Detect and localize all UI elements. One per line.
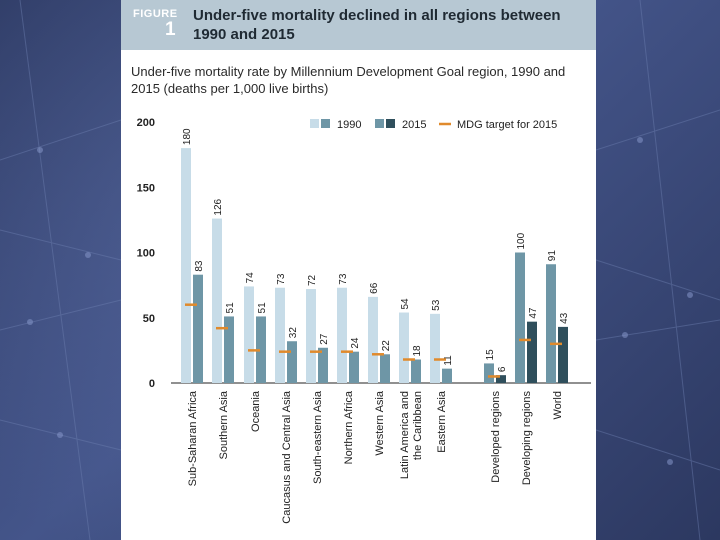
x-category-label-line: Eastern Asia [436, 390, 448, 453]
data-label-1990: 73 [338, 273, 349, 285]
x-category-label: Northern Africa [343, 390, 355, 464]
figure-banner: FIGURE 1 Under-five mortality declined i… [121, 0, 596, 50]
data-label-2015: 47 [528, 307, 539, 319]
bar-1990 [546, 264, 556, 383]
data-label-2015: 32 [288, 327, 299, 339]
chart-subtitle: Under-five mortality rate by Millennium … [131, 64, 566, 96]
bar-2015 [287, 341, 297, 383]
bar-1990 [306, 289, 316, 383]
bar-1990 [337, 287, 347, 383]
bar-2015 [256, 316, 266, 383]
x-category-label: World [552, 391, 564, 420]
x-category-label: Caucasus and Central Asia [281, 390, 293, 524]
y-tick-label: 200 [137, 117, 155, 129]
bar-2015 [380, 354, 390, 383]
data-label-2015: 18 [412, 345, 423, 357]
bar-1990 [181, 148, 191, 383]
legend-label-target: MDG target for 2015 [457, 119, 557, 131]
x-category-label-line: Sub-Saharan Africa [187, 390, 199, 486]
x-category-label: South-eastern Asia [312, 390, 324, 484]
data-label-1990: 66 [369, 282, 380, 294]
data-label-1990: 53 [431, 299, 442, 311]
bar-2015 [411, 359, 421, 383]
data-label-2015: 51 [257, 302, 268, 314]
y-tick-label: 100 [137, 248, 155, 260]
figure-title: Under-five mortality declined in all reg… [193, 7, 561, 43]
x-category-label: Developing regions [521, 391, 533, 486]
bar-1990 [515, 252, 525, 383]
figure-number: 1 [165, 19, 176, 40]
x-category-label: Developed regions [490, 391, 502, 483]
bar-2015 [527, 321, 537, 383]
data-label-1990: 54 [400, 298, 411, 310]
data-label-1990: 74 [245, 272, 256, 284]
bar-1990 [399, 312, 409, 383]
data-label-2015: 43 [559, 312, 570, 324]
bar-2015 [558, 326, 568, 383]
data-label-2015: 11 [443, 355, 454, 366]
bar-2015 [349, 351, 359, 383]
data-label-1990: 73 [276, 273, 287, 285]
x-category-label: Western Asia [374, 390, 386, 455]
x-category-label-line: Latin America and [399, 391, 411, 479]
x-category-label: Sub-Saharan Africa [187, 390, 199, 486]
x-category-label-line: Western Asia [374, 390, 386, 455]
x-category-label-line: Southern Asia [218, 390, 230, 459]
data-label-1990: 15 [485, 349, 496, 361]
data-label-2015: 6 [497, 366, 508, 372]
x-category-label-line: Oceania [250, 390, 262, 432]
x-category-label-line: the Caribbean [412, 391, 424, 460]
figure-card: FIGURE 1 Under-five mortality declined i… [121, 0, 596, 540]
x-category-label-line: Caucasus and Central Asia [281, 390, 293, 524]
data-label-1990: 91 [547, 250, 558, 262]
x-category-label: Southern Asia [218, 390, 230, 459]
bar-chart: 0 50 100 150 200 180 83 Sub-Saharan Africa 126 51… [137, 117, 591, 524]
x-category-label-line: World [552, 391, 564, 420]
data-label-1990: 72 [307, 274, 318, 286]
bar-1990 [212, 218, 222, 383]
legend-label-1990: 1990 [337, 119, 361, 131]
data-label-2015: 27 [319, 333, 330, 345]
legend-label-2015: 2015 [402, 119, 426, 131]
y-tick-label: 150 [137, 182, 155, 194]
legend-swatch-1990 [310, 119, 319, 128]
x-category-label: Eastern Asia [436, 390, 448, 453]
x-category-label-line: Developed regions [490, 391, 502, 483]
bar-1990 [244, 286, 254, 383]
data-label-2015: 22 [381, 340, 392, 352]
x-category-label: Oceania [250, 390, 262, 432]
data-label-2015: 51 [225, 302, 236, 314]
y-tick-label: 0 [149, 378, 155, 390]
x-category-label-line: Northern Africa [343, 390, 355, 464]
data-label-1990: 126 [213, 198, 224, 215]
bar-2015 [496, 375, 506, 383]
data-label-1990: 100 [516, 232, 527, 249]
legend-swatch-2015 [375, 119, 384, 128]
bar-1990 [484, 363, 494, 383]
y-tick-label: 50 [143, 313, 155, 325]
legend-swatch-1990-aggregate [321, 119, 330, 128]
data-label-1990: 180 [182, 128, 193, 145]
bar-1990 [430, 313, 440, 383]
legend-swatch-2015-aggregate [386, 119, 395, 128]
bar-2015 [193, 274, 203, 383]
bar-2015 [224, 316, 234, 383]
bar-1990 [275, 287, 285, 383]
x-category-label: Latin America andthe Caribbean [399, 391, 424, 479]
bar-2015 [442, 368, 452, 383]
bar-1990 [368, 296, 378, 383]
figure-label: FIGURE [133, 8, 178, 20]
bar-2015 [318, 347, 328, 383]
data-label-2015: 24 [350, 337, 361, 349]
x-category-label-line: Developing regions [521, 391, 533, 486]
data-label-2015: 83 [194, 260, 205, 272]
x-category-label-line: South-eastern Asia [312, 390, 324, 484]
